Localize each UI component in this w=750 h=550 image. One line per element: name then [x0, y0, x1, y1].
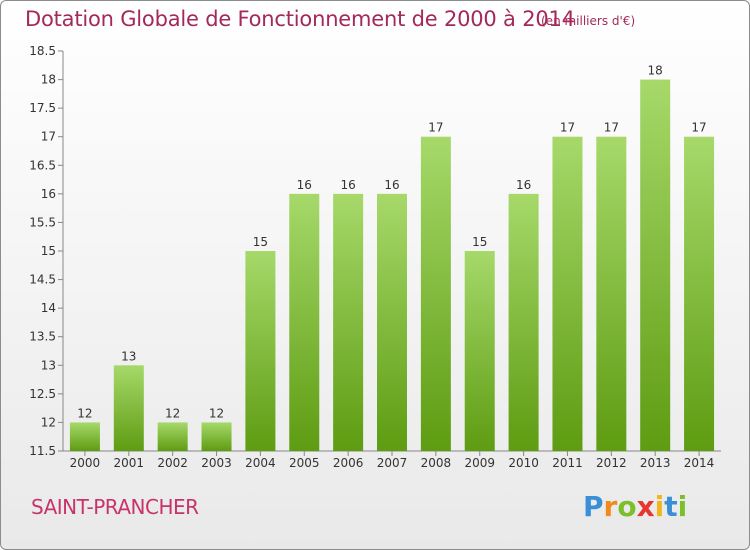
- proxiti-logo: Proxiti: [583, 490, 688, 523]
- y-tick-label: 15.5: [29, 215, 56, 229]
- bar-2001: [113, 365, 144, 451]
- bar-value-label: 18: [648, 64, 663, 78]
- y-tick-label: 13: [41, 358, 56, 372]
- y-tick-label: 18: [41, 73, 56, 87]
- x-tick-label: 2000: [70, 456, 101, 470]
- bar-value-label: 17: [604, 121, 619, 135]
- y-tick-label: 13.5: [29, 330, 56, 344]
- y-tick-label: 12: [41, 415, 56, 429]
- bar-2009: [464, 251, 495, 451]
- bar-2010: [508, 193, 539, 451]
- chart-title: Dotation Globale de Fonctionnement de 20…: [25, 7, 575, 31]
- bar-2003: [201, 422, 232, 451]
- x-tick-label: 2012: [596, 456, 627, 470]
- y-tick-label: 17: [41, 130, 56, 144]
- bar-2004: [245, 251, 276, 451]
- bar-value-label: 12: [77, 406, 92, 420]
- y-tick-label: 17.5: [29, 101, 56, 115]
- y-tick-label: 12.5: [29, 387, 56, 401]
- y-tick-label: 16.5: [29, 158, 56, 172]
- x-tick-label: 2013: [640, 456, 671, 470]
- bar-value-label: 16: [516, 178, 531, 192]
- x-tick-label: 2014: [684, 456, 715, 470]
- bar-value-label: 17: [428, 121, 443, 135]
- bar-2012: [596, 136, 627, 451]
- bar-2011: [552, 136, 583, 451]
- bar-2007: [377, 193, 407, 451]
- y-tick-label: 16: [41, 187, 56, 201]
- bar-2008: [420, 136, 451, 451]
- x-tick-label: 2010: [508, 456, 539, 470]
- bar-2006: [333, 193, 364, 451]
- x-tick-label: 2005: [289, 456, 320, 470]
- x-tick-label: 2007: [377, 456, 408, 470]
- x-tick-label: 2004: [245, 456, 276, 470]
- x-tick-label: 2011: [552, 456, 583, 470]
- bar-value-label: 15: [253, 235, 268, 249]
- y-tick-label: 14: [41, 301, 56, 315]
- x-tick-label: 2009: [464, 456, 495, 470]
- bar-2005: [289, 193, 320, 451]
- y-tick-label: 15: [41, 244, 56, 258]
- bar-value-label: 17: [560, 121, 575, 135]
- x-tick-label: 2008: [421, 456, 452, 470]
- bar-value-label: 12: [209, 406, 224, 420]
- bar-value-label: 13: [121, 349, 136, 363]
- bar-2000: [69, 422, 100, 451]
- chart-subtitle: (en milliers d'€): [541, 14, 636, 28]
- y-tick-label: 11.5: [29, 444, 56, 458]
- x-tick-label: 2002: [157, 456, 188, 470]
- bar-value-label: 16: [384, 178, 399, 192]
- city-name: SAINT-PRANCHER: [31, 495, 199, 519]
- bar-value-label: 16: [340, 178, 355, 192]
- x-tick-label: 2006: [333, 456, 364, 470]
- y-tick-label: 18.5: [29, 44, 56, 58]
- bar-value-label: 16: [297, 178, 312, 192]
- bar-value-label: 15: [472, 235, 487, 249]
- bar-2014: [684, 136, 715, 451]
- x-tick-label: 2003: [201, 456, 232, 470]
- bar-2002: [157, 422, 188, 451]
- x-tick-label: 2001: [114, 456, 145, 470]
- y-tick-label: 14.5: [29, 273, 56, 287]
- bar-value-label: 12: [165, 406, 180, 420]
- bar-value-label: 17: [691, 121, 706, 135]
- bar-2013: [640, 79, 671, 452]
